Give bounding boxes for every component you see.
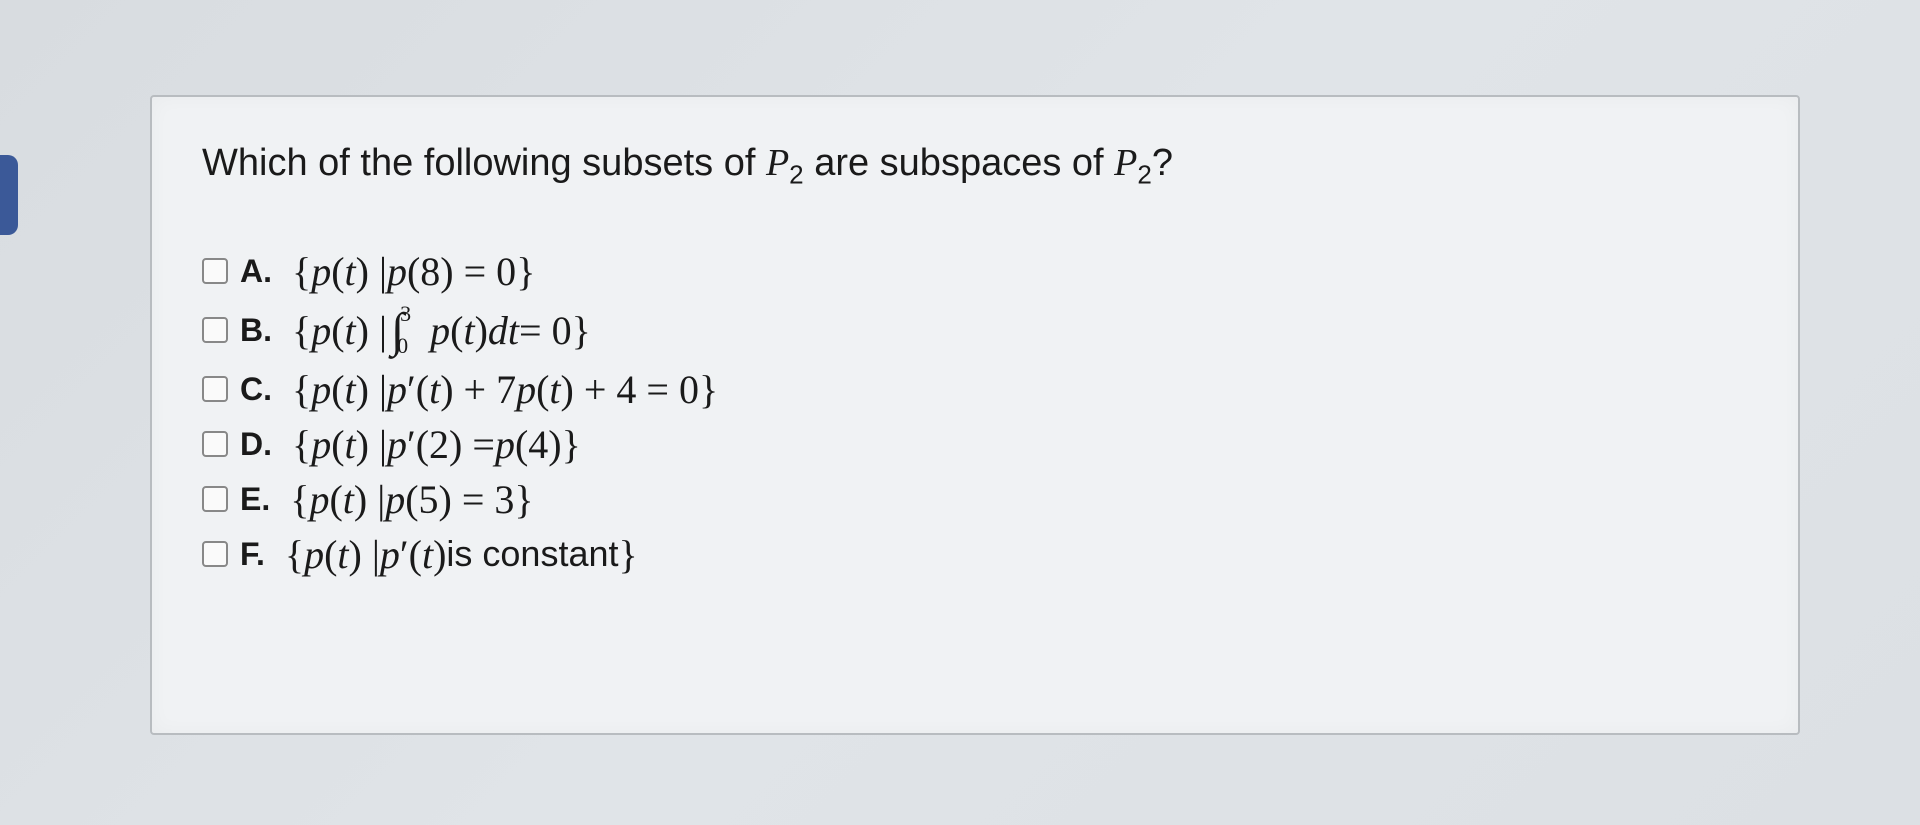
option-math-b: {p(t) | ∫30p(t)dt = 0} <box>292 303 591 358</box>
option-label-e: E. <box>240 481 270 518</box>
option-math-a: {p(t) | p(8) = 0} <box>292 248 535 295</box>
option-row-a: A. {p(t) | p(8) = 0} <box>202 248 1748 295</box>
checkbox-b[interactable] <box>202 317 228 343</box>
question-middle: are subspaces of <box>804 142 1115 184</box>
option-label-a: A. <box>240 253 272 290</box>
options-list: A. {p(t) | p(8) = 0} B. {p(t) | ∫30p(t)d… <box>202 248 1748 578</box>
question-container: Which of the following subsets of P2 are… <box>150 95 1800 735</box>
checkbox-a[interactable] <box>202 258 228 284</box>
option-label-c: C. <box>240 371 272 408</box>
checkbox-f[interactable] <box>202 541 228 567</box>
question-prefix: Which of the following subsets of <box>202 142 766 184</box>
option-label-b: B. <box>240 312 272 349</box>
option-label-f: F. <box>240 536 265 573</box>
question-set1-sub: 2 <box>789 160 803 190</box>
option-math-f: {p(t) | p′(t) is constant } <box>285 531 638 578</box>
option-label-d: D. <box>240 426 272 463</box>
option-math-c: {p(t) | p′(t) + 7p(t) + 4 = 0} <box>292 366 718 413</box>
checkbox-d[interactable] <box>202 431 228 457</box>
option-row-d: D. {p(t) | p′(2) = p(4)} <box>202 421 1748 468</box>
option-row-f: F. {p(t) | p′(t) is constant } <box>202 531 1748 578</box>
question-text: Which of the following subsets of P2 are… <box>202 137 1748 193</box>
option-row-c: C. {p(t) | p′(t) + 7p(t) + 4 = 0} <box>202 366 1748 413</box>
integral-icon: ∫30 <box>391 303 426 358</box>
question-set2-sub: 2 <box>1137 160 1151 190</box>
question-set1-var: P <box>766 142 789 184</box>
option-row-e: E. {p(t) | p(5) = 3} <box>202 476 1748 523</box>
option-row-b: B. {p(t) | ∫30p(t)dt = 0} <box>202 303 1748 358</box>
checkbox-e[interactable] <box>202 486 228 512</box>
left-side-indicator <box>0 155 18 235</box>
option-math-e: {p(t) | p(5) = 3} <box>290 476 533 523</box>
question-suffix: ? <box>1152 142 1173 184</box>
option-math-d: {p(t) | p′(2) = p(4)} <box>292 421 581 468</box>
question-set2-var: P <box>1114 142 1137 184</box>
checkbox-c[interactable] <box>202 376 228 402</box>
